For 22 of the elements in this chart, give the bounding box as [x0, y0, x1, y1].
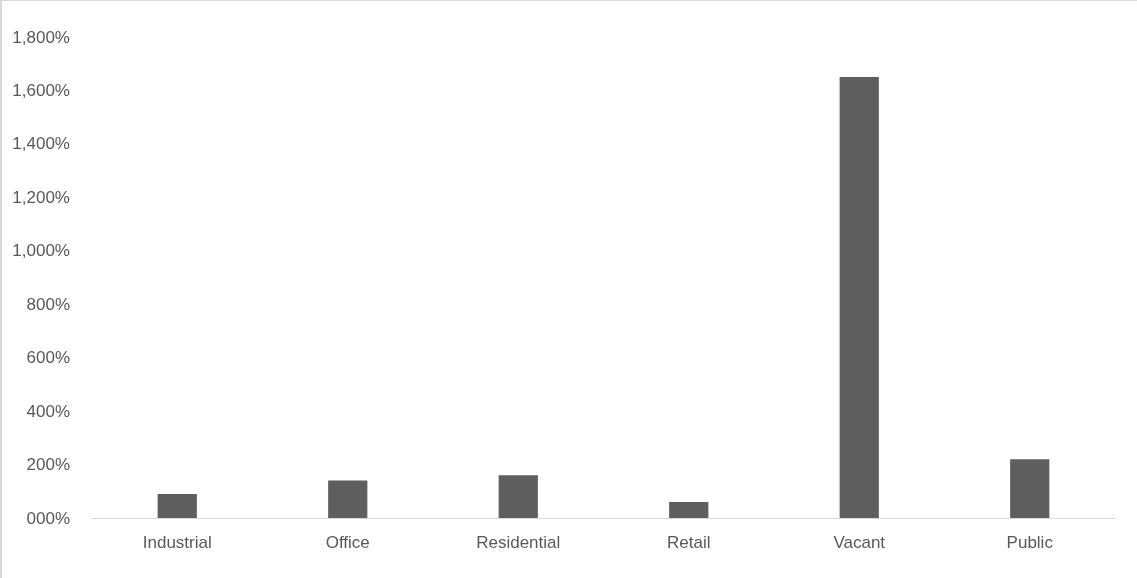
y-tick-label: 400% — [26, 401, 70, 421]
bar — [839, 77, 879, 518]
y-tick-label: 1,800% — [12, 27, 70, 47]
x-tick-label: Residential — [476, 533, 561, 552]
y-tick-label: 1,600% — [12, 80, 70, 100]
x-tick-label: Vacant — [833, 533, 886, 552]
y-tick-label: 1,000% — [12, 241, 70, 261]
bar — [669, 501, 709, 518]
bar — [1010, 459, 1050, 518]
y-tick-label: 600% — [26, 348, 70, 368]
bar — [157, 493, 197, 518]
y-tick-label: 1,400% — [12, 134, 70, 154]
x-tick-label: Public — [1006, 533, 1054, 552]
x-tick-label: Industrial — [142, 533, 212, 552]
bar — [328, 480, 368, 518]
bar — [498, 475, 538, 518]
y-tick-label: 000% — [26, 508, 70, 528]
x-tick-label: Office — [325, 533, 370, 552]
y-tick-label: 1,200% — [12, 187, 70, 207]
y-tick-label: 200% — [26, 455, 70, 475]
y-tick-label: 800% — [26, 294, 70, 314]
x-tick-label: Retail — [667, 533, 711, 552]
